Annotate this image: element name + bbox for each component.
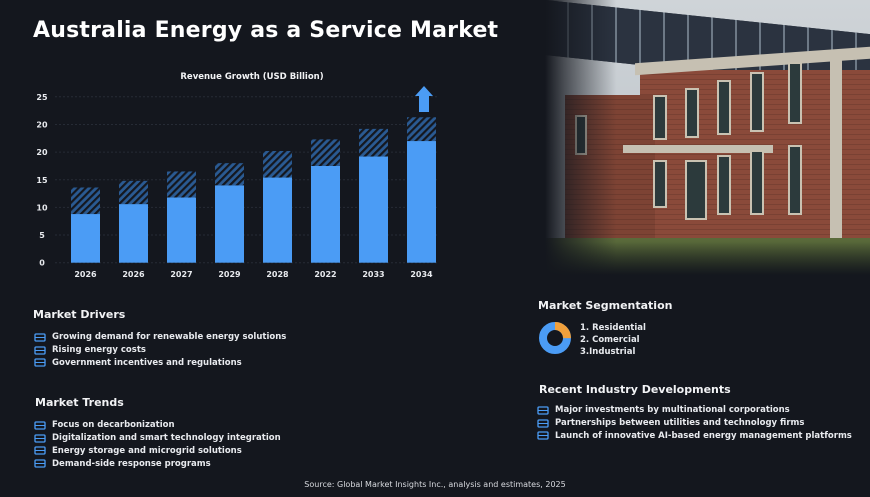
y-tick-label: 20 [36, 120, 48, 129]
battery-grid-icon [34, 446, 46, 456]
x-tick-label: 2033 [362, 270, 384, 279]
y-tick-label: 25 [36, 93, 48, 102]
building-icon [34, 459, 46, 468]
list-item: Partnerships between utilities and techn… [537, 417, 852, 430]
x-tick-label: 2027 [170, 270, 192, 279]
bar-hatched [311, 139, 340, 166]
list-item-label: Demand-side response programs [52, 458, 211, 469]
developments-list: Major investments by multinational corpo… [537, 404, 852, 442]
segment-item: 3.Industrial [580, 347, 636, 357]
x-tick-label: 2022 [314, 270, 336, 279]
government-icon [34, 358, 46, 368]
list-item: Digitalization and smart technology inte… [34, 432, 281, 445]
list-item-label: Growing demand for renewable energy solu… [52, 332, 287, 343]
list-item-label: Government incentives and regulations [52, 357, 242, 368]
building-photo [545, 0, 870, 275]
bar-hatched [263, 150, 292, 178]
bar-solid [71, 214, 100, 263]
segmentation-list: 1. Residential 2. Comercial 3.Industrial [580, 322, 646, 358]
list-item: Focus on decarbonization [34, 419, 281, 432]
bar-solid [167, 197, 196, 263]
list-item-label: Launch of innovative AI-based energy man… [555, 430, 852, 441]
list-item-label: Energy storage and microgrid solutions [52, 445, 242, 456]
gear-chip-icon [537, 419, 549, 428]
trends-list: Focus on decarbonization Digitalization a… [34, 419, 281, 470]
y-tick-label: 20 [36, 148, 48, 157]
list-icon [537, 431, 549, 441]
list-item-label: Partnerships between utilities and techn… [555, 418, 805, 429]
list-item: Growing demand for renewable energy solu… [34, 331, 286, 344]
battery-icon [537, 406, 549, 415]
list-item-label: Focus on decarbonization [52, 420, 175, 431]
source-note: Source: Global Market Insights Inc., ana… [304, 480, 566, 489]
x-tick-label: 2028 [266, 270, 289, 279]
segmentation-heading: Market Segmentation [538, 299, 673, 312]
x-tick-label: 2026 [74, 270, 97, 279]
x-tick-label: 2029 [218, 270, 241, 279]
list-item: Major investments by multinational corpo… [537, 404, 852, 417]
list-item: Energy storage and microgrid solutions [34, 445, 281, 458]
bar-hatched [359, 128, 388, 157]
bar-solid [215, 185, 244, 263]
y-tick-label: 15 [36, 176, 48, 185]
bar-solid [119, 204, 148, 263]
y-tick-label: 0 [39, 259, 45, 268]
circuit-icon [34, 434, 46, 443]
drivers-heading: Market Drivers [33, 308, 126, 321]
page-title: Australia Energy as a Service Market [33, 18, 499, 43]
list-item: Rising energy costs [34, 344, 286, 357]
bar-hatched [215, 163, 244, 186]
bar-hatched [167, 171, 196, 198]
trends-heading: Market Trends [35, 396, 124, 409]
solar-panel-icon [34, 333, 46, 342]
x-tick-label: 2026 [122, 270, 145, 279]
donut-slice-minor [539, 322, 571, 354]
bar-solid [407, 141, 436, 263]
segment-item: 1. Residential [580, 323, 646, 333]
list-item: Launch of innovative AI-based energy man… [537, 430, 852, 443]
chart-title: Revenue Growth (USD Billion) [180, 72, 323, 82]
segmentation-donut [539, 322, 571, 354]
bar-solid [263, 177, 292, 263]
bar-solid [311, 165, 340, 263]
list-item-label: Major investments by multinational corpo… [555, 405, 790, 416]
list-item: Government incentives and regulations [34, 357, 286, 370]
coin-search-icon [34, 346, 46, 355]
bar-solid [359, 156, 388, 263]
list-item-label: Rising energy costs [52, 345, 146, 356]
up-arrow-icon [415, 86, 433, 112]
wind-turbine-icon [34, 421, 46, 430]
drivers-list: Growing demand for renewable energy solu… [34, 331, 286, 369]
bar-hatched [71, 187, 100, 215]
revenue-chart: Revenue Growth (USD Billion) 05101520202… [36, 72, 438, 279]
x-tick-label: 2034 [410, 270, 433, 279]
list-item: Demand-side response programs [34, 457, 281, 470]
segment-item: 2. Comercial [580, 335, 640, 345]
y-tick-label: 5 [39, 231, 45, 240]
bar-hatched [119, 180, 148, 205]
list-item-label: Digitalization and smart technology inte… [52, 433, 281, 444]
y-tick-label: 10 [36, 203, 48, 212]
developments-heading: Recent Industry Developments [539, 383, 731, 396]
bar-hatched [407, 117, 436, 142]
